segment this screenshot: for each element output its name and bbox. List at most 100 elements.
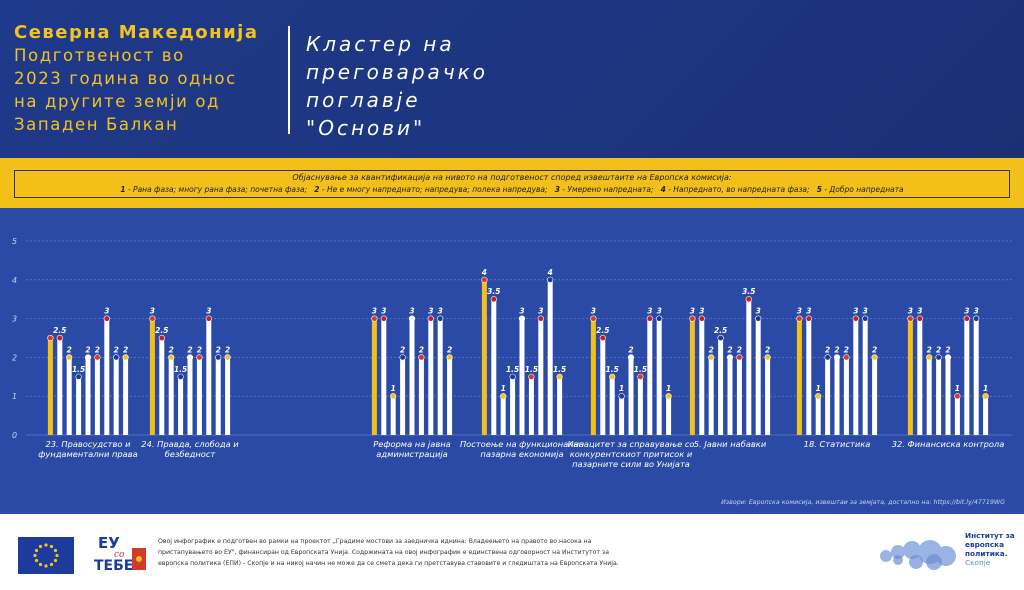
- country-flag-marker: [824, 354, 831, 361]
- bar: [123, 357, 129, 435]
- country-flag-marker: [490, 296, 497, 303]
- legend-key: 4: [660, 185, 666, 194]
- data-label: 1.5: [634, 365, 647, 374]
- country-flag-marker: [708, 354, 715, 361]
- data-label: 3: [863, 307, 868, 316]
- y-tick-label: 0: [12, 431, 17, 440]
- data-label: 1: [955, 384, 960, 393]
- data-label: 4: [548, 268, 553, 277]
- country-flag-marker: [745, 296, 752, 303]
- bar: [600, 338, 606, 435]
- data-label: 3: [591, 307, 596, 316]
- header-divider: [288, 26, 290, 134]
- data-label: 2: [447, 345, 452, 354]
- cluster-line: поглавје: [306, 88, 421, 112]
- data-label: 2: [85, 345, 90, 354]
- data-label: 2: [727, 345, 732, 354]
- bar: [66, 357, 72, 435]
- bar: [806, 318, 812, 435]
- bar: [149, 318, 155, 435]
- country-flag-marker: [843, 354, 850, 361]
- data-label: 2.5: [714, 326, 727, 335]
- data-label: 2: [67, 345, 72, 354]
- y-tick-label: 4: [12, 276, 17, 285]
- country-flag-marker: [852, 315, 859, 322]
- country-flag-marker: [390, 393, 397, 400]
- country-flag-marker: [177, 373, 184, 380]
- data-label: 3: [538, 307, 543, 316]
- data-label: 3: [699, 307, 704, 316]
- country-flag-marker: [149, 315, 156, 322]
- country-flag-marker: [446, 354, 453, 361]
- data-label: 1.5: [553, 365, 566, 374]
- category-label: 32. Финансиска контрола: [892, 439, 1005, 449]
- bar: [815, 396, 821, 435]
- data-label: 2: [197, 345, 202, 354]
- data-label: 3: [647, 307, 652, 316]
- bar: [647, 318, 653, 435]
- data-label: 3.5: [742, 287, 755, 296]
- country-flag-marker: [637, 373, 644, 380]
- data-label: 2: [216, 345, 221, 354]
- data-label: 3: [657, 307, 662, 316]
- data-label: 2: [765, 345, 770, 354]
- bar: [862, 318, 868, 435]
- eu-with-you-logo-icon: ЕУ со ТЕБЕ: [94, 534, 146, 574]
- bar: [619, 396, 625, 435]
- subtitle-line: на другите земји од: [14, 92, 221, 111]
- category-label: администрација: [376, 449, 447, 459]
- data-label: 1: [619, 384, 624, 393]
- category-label: 18. Статистика: [804, 439, 871, 449]
- country-flag-marker: [755, 315, 762, 322]
- bar: [510, 376, 516, 435]
- bar: [557, 376, 563, 435]
- country-flag-marker: [518, 315, 526, 322]
- country-flag-marker: [796, 315, 803, 322]
- bar: [699, 318, 705, 435]
- bar: [907, 318, 913, 435]
- bar: [371, 318, 377, 435]
- country-flag-marker: [380, 315, 387, 322]
- country-flag-marker: [764, 354, 771, 361]
- bar: [843, 357, 849, 435]
- category-label: Капацитет за справување со: [567, 439, 694, 449]
- country-flag-marker: [371, 315, 378, 322]
- country-flag-marker: [75, 373, 82, 380]
- legend-key: 5: [816, 185, 822, 194]
- bar: [755, 318, 761, 435]
- country-flag-marker: [547, 276, 554, 283]
- bar: [973, 318, 979, 435]
- data-label: 3: [806, 307, 811, 316]
- data-label: 3: [690, 307, 695, 316]
- bar: [983, 396, 989, 435]
- data-label: 1.5: [174, 365, 187, 374]
- subtitle-line: Западен Балкан: [14, 115, 179, 134]
- eu-flag-icon: [18, 537, 74, 574]
- eu-with-you-logo: ЕУ со ТЕБЕ: [92, 532, 148, 576]
- bar: [954, 396, 960, 435]
- bar: [538, 318, 544, 435]
- svg-text:ТЕБЕ: ТЕБЕ: [94, 558, 133, 574]
- country-flag-marker: [954, 393, 961, 400]
- country-flag-marker: [736, 354, 743, 361]
- bar: [481, 279, 487, 435]
- data-label: 2.5: [596, 326, 609, 335]
- y-tick-label: 3: [12, 315, 17, 324]
- subtitle-line: Подготвеност во: [14, 46, 185, 65]
- source-note: Извори: Европска комисија, извештаи за з…: [721, 498, 1005, 506]
- country-flag-marker: [500, 393, 507, 400]
- country-flag-marker: [665, 393, 672, 400]
- country-flag-marker: [113, 354, 120, 361]
- country-flag-marker: [528, 373, 535, 380]
- country-flag-marker: [618, 393, 625, 400]
- data-label: 2: [123, 345, 128, 354]
- bar: [547, 279, 553, 435]
- data-label: 1: [391, 384, 396, 393]
- bar: [94, 357, 100, 435]
- iep-name: Институт за европска политика. Скопје: [965, 531, 1020, 567]
- data-label: 2: [114, 345, 119, 354]
- bar: [964, 318, 970, 435]
- bar: [447, 357, 453, 435]
- country-flag-marker: [689, 315, 696, 322]
- country-flag-marker: [916, 315, 923, 322]
